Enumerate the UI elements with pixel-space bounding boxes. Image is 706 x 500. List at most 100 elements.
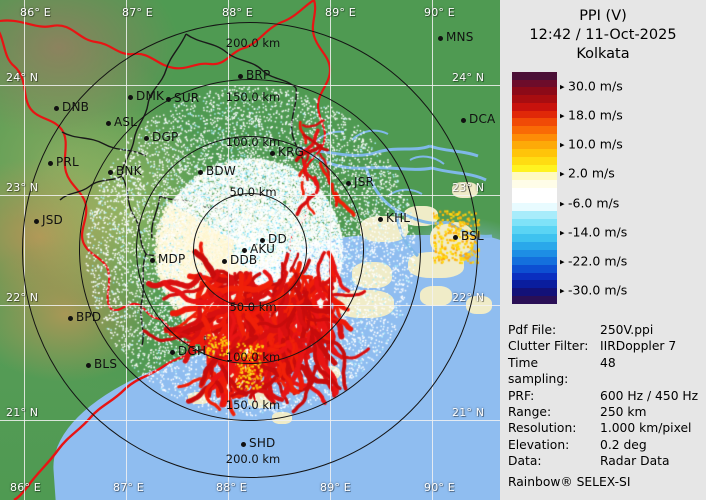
city-dot — [259, 237, 265, 243]
city-label: SUR — [174, 91, 200, 105]
metadata-row: Pdf File: 250V.ppi — [508, 322, 706, 338]
range-ring-label: 100.0 km — [225, 350, 281, 364]
metadata-key: Resolution: — [508, 421, 577, 436]
colorbar-segment — [512, 141, 557, 150]
city-label: DD — [268, 232, 287, 246]
city-label: DGP — [152, 130, 179, 144]
tick-arrow-icon: ▸ — [560, 257, 565, 268]
colorbar-segment — [512, 234, 557, 242]
range-ring-label: 100.0 km — [225, 135, 281, 149]
graticule-label: 24° N — [452, 71, 485, 84]
colorbar-segment — [512, 295, 557, 304]
city-dot — [85, 362, 91, 368]
city-label: JSR — [354, 175, 375, 189]
colorbar-segment — [512, 172, 557, 181]
graticule-label: 89° E — [325, 6, 356, 19]
city-label: BDW — [206, 164, 236, 178]
metadata-key: Data: — [508, 454, 542, 469]
tick-arrow-icon: ▸ — [560, 169, 565, 180]
colorbar-segment — [512, 126, 557, 134]
range-ring-label: 150.0 km — [225, 90, 281, 104]
colorbar-segment — [512, 288, 557, 296]
metadata-value: IIRDoppler 7 — [600, 339, 677, 354]
city-label: KHL — [386, 211, 411, 225]
metadata-value: 0.2 deg — [600, 437, 647, 452]
graticule-label: 90° E — [424, 481, 455, 494]
metadata-value: 1.000 km/pixel — [600, 421, 692, 436]
metadata-row: Clutter Filter: IIRDoppler 7 — [508, 338, 706, 354]
city-dot — [269, 150, 275, 156]
city-dot — [237, 73, 243, 79]
city-label: AKU — [250, 242, 276, 256]
colorbar-tick: ▸ -22.0 m/s — [560, 253, 628, 269]
tick-arrow-icon: ▸ — [560, 140, 565, 151]
tick-arrow-icon: ▸ — [560, 82, 565, 93]
metadata-value: 250 km — [600, 405, 647, 420]
city-label: DGH — [178, 344, 207, 358]
range-ring-label: 200.0 km — [225, 36, 281, 50]
city-dot — [240, 441, 246, 447]
metadata-key: Time sampling: — [508, 355, 569, 387]
city-label: JSD — [42, 213, 63, 227]
colorbar-segment — [512, 210, 557, 219]
velocity-colorbar[interactable] — [512, 72, 557, 304]
metadata-row: PRF: 600 Hz / 450 Hz — [508, 388, 706, 404]
metadata-key: Elevation: — [508, 437, 570, 452]
graticule-label: 88° E — [216, 481, 247, 494]
city-dot — [437, 35, 443, 41]
metadata-row: Time sampling: 48 — [508, 355, 706, 388]
colorbar-segment — [512, 133, 557, 142]
colorbar-segment — [512, 79, 557, 88]
colorbar-segment — [512, 102, 557, 111]
city-dot — [452, 234, 458, 240]
metadata-key: Range: — [508, 405, 552, 420]
colorbar-tick: ▸ 10.0 m/s — [560, 136, 623, 152]
graticule-label: 21° N — [6, 406, 39, 419]
tick-arrow-icon: ▸ — [560, 199, 565, 210]
colorbar-segment — [512, 226, 557, 235]
graticule-label: 23° N — [452, 181, 485, 194]
colorbar-segment — [512, 280, 557, 289]
tick-arrow-icon: ▸ — [560, 111, 565, 122]
city-label: DNB — [62, 100, 90, 114]
city-label: BRP — [246, 68, 271, 82]
metadata-value: 250V.ppi — [600, 323, 654, 337]
graticule-label: 21° N — [452, 406, 485, 419]
city-dot — [169, 349, 175, 355]
graticule-label: 24° N — [6, 71, 39, 84]
city-label: ASL — [114, 115, 138, 129]
colorbar-segment — [512, 149, 557, 157]
colorbar-segment — [512, 195, 557, 204]
colorbar-tick: ▸ 2.0 m/s — [560, 165, 615, 181]
radar-map-panel[interactable]: 200.0 km 150.0 km 100.0 km 50.0 km 50.0 km 10… — [0, 0, 500, 500]
graticule-label: 89° E — [320, 481, 351, 494]
colorbar-segment — [512, 257, 557, 265]
city-label: BPD — [76, 310, 102, 324]
colorbar-segment — [512, 203, 557, 211]
range-ring-label: 50.0 km — [229, 185, 277, 199]
graticule-label: 90° E — [424, 6, 455, 19]
metadata-value: 48 — [600, 355, 616, 370]
range-ring-label: 200.0 km — [225, 452, 281, 466]
product-title: PPI (V) — [579, 8, 627, 24]
graticule-label: 88° E — [222, 6, 253, 19]
graticule-label: 22° N — [6, 291, 39, 304]
city-label: MDP — [158, 252, 186, 266]
graticule-label: 22° N — [452, 291, 485, 304]
colorbar-segment — [512, 187, 557, 196]
city-label: KRG — [278, 145, 305, 159]
range-ring-label: 50.0 km — [229, 300, 277, 314]
vendor-brand: Rainbow® SELEX-SI — [508, 474, 631, 489]
colorbar-segment — [512, 218, 557, 227]
city-dot — [377, 216, 383, 222]
city-dot — [107, 169, 113, 175]
colorbar-tick: ▸ 30.0 m/s — [560, 78, 623, 94]
city-dot — [127, 94, 133, 100]
colorbar-segment — [512, 87, 557, 96]
colorbar-segment — [512, 95, 557, 103]
graticule-label: 86° E — [20, 6, 51, 19]
colorbar-tick: ▸ -14.0 m/s — [560, 224, 628, 240]
city-dot — [149, 257, 155, 263]
graticule-label: 87° E — [113, 481, 144, 494]
city-label: BLS — [94, 357, 118, 371]
